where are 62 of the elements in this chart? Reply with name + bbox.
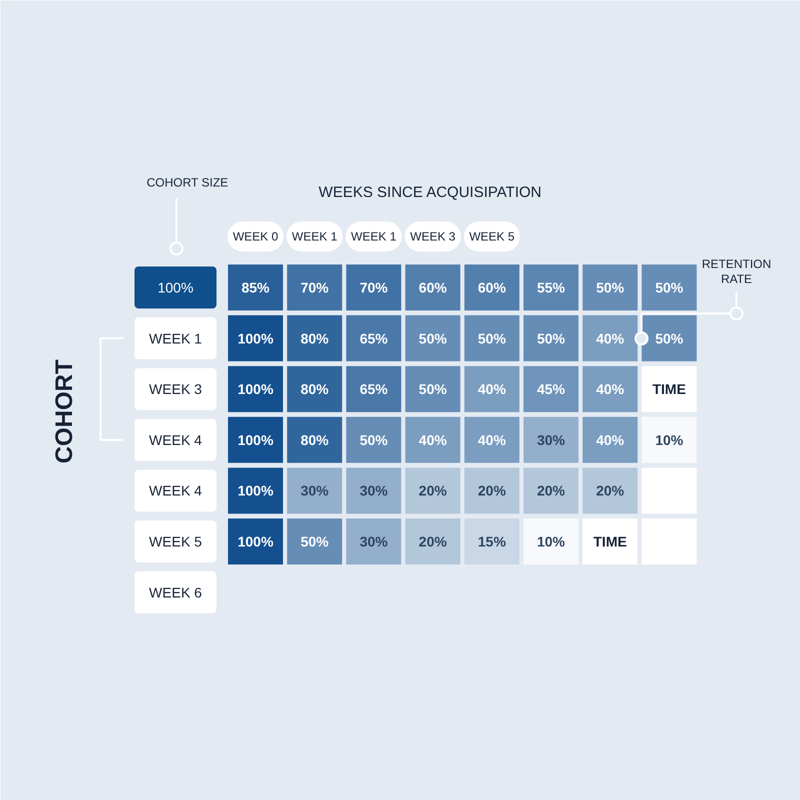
y-tick-label: WEEK 3 <box>149 381 202 398</box>
data-label: 80% <box>300 330 330 346</box>
data-label: 100% <box>238 482 274 499</box>
x-tick-label: WEEK 5 <box>469 230 515 244</box>
y-axis-title: COHORT <box>51 359 78 464</box>
text: COHORT SIZE <box>146 176 228 190</box>
text: TIME <box>593 534 627 550</box>
data-label: 60% <box>418 280 448 296</box>
y-tick-label: WEEK 5 <box>149 534 202 550</box>
data-label: 30% <box>360 534 388 550</box>
data-label: 50% <box>360 432 388 448</box>
data-label: 50% <box>655 330 684 346</box>
data-label: 50% <box>536 330 566 346</box>
data-label: 60% <box>478 280 506 296</box>
data-label: 100% <box>238 330 274 346</box>
data-label: 40% <box>478 432 506 448</box>
x-tick-label: WEEK 1 <box>292 230 338 244</box>
data-label: 50% <box>655 280 684 296</box>
data-label: 30% <box>536 432 566 448</box>
data-label: 70% <box>360 280 388 296</box>
data-label: 50% <box>418 381 448 398</box>
text: RETENTION RATE <box>702 256 772 286</box>
data-label: 50% <box>418 330 448 346</box>
data-label: 45% <box>536 381 566 398</box>
data-label: 10% <box>655 432 684 448</box>
data-label: 100% <box>238 432 274 448</box>
data-label: 55% <box>536 280 566 296</box>
data-label: 30% <box>300 482 330 499</box>
y-tick-label: 100% <box>158 280 194 296</box>
data-label: 40% <box>596 381 625 398</box>
x-tick-label: WEEK 1 <box>351 230 397 244</box>
data-label: 40% <box>596 432 625 448</box>
data-label: 10% <box>536 534 566 550</box>
data-label: 80% <box>300 432 330 448</box>
x-axis-title: WEEKS SINCE ACQUISIPATION <box>318 184 542 201</box>
data-label: 50% <box>300 534 330 550</box>
data-label: 30% <box>360 482 388 499</box>
y-tick-label: WEEK 6 <box>149 584 202 600</box>
data-label: 100% <box>238 534 274 550</box>
data-label: 20% <box>418 534 448 550</box>
data-label: 40% <box>478 381 506 398</box>
data-label: 50% <box>478 330 506 346</box>
data-label: 40% <box>418 432 448 448</box>
data-label: 65% <box>360 381 388 398</box>
text: TIME <box>652 381 686 398</box>
data-label: 20% <box>596 482 625 499</box>
y-tick-label: WEEK 4 <box>149 482 202 499</box>
data-label: 65% <box>360 330 388 346</box>
data-label: 15% <box>478 534 506 550</box>
data-label: 70% <box>300 280 330 296</box>
data-label: 100% <box>238 381 274 398</box>
y-tick-label: WEEK 4 <box>149 432 202 448</box>
data-label: 20% <box>536 482 566 499</box>
data-label: 80% <box>300 381 330 398</box>
data-label: 20% <box>418 482 448 499</box>
data-label: 85% <box>241 280 270 296</box>
data-label: 20% <box>478 482 506 499</box>
x-tick-label: WEEK 0 <box>232 230 278 244</box>
data-label: 40% <box>596 330 625 346</box>
data-label: 50% <box>596 280 625 296</box>
x-tick-label: WEEK 3 <box>410 230 456 244</box>
y-tick-label: WEEK 1 <box>149 330 202 346</box>
